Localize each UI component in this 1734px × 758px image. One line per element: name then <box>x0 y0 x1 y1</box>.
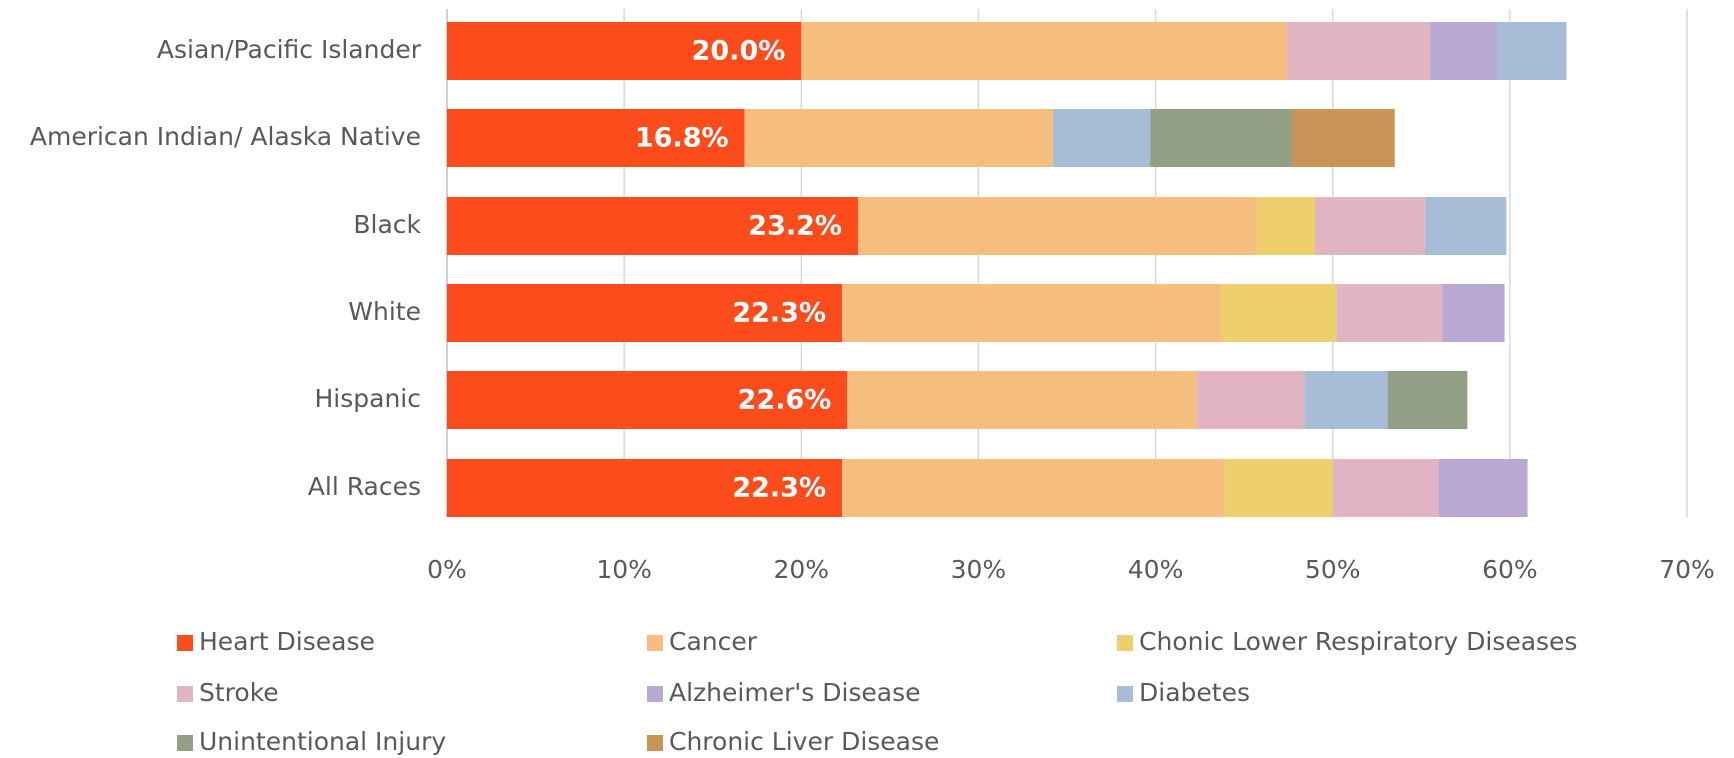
bar-segment <box>842 284 1222 342</box>
bar-segment <box>1424 197 1507 255</box>
bar-segment <box>1224 459 1333 517</box>
x-tick-label: 10% <box>596 555 652 584</box>
legend-label: Diabetes <box>1139 678 1250 707</box>
data-label: 22.3% <box>732 473 826 504</box>
x-tick-label: 60% <box>1482 555 1538 584</box>
legend-swatch <box>1117 686 1133 702</box>
bar-segment <box>744 109 1053 167</box>
bar-segment <box>1221 284 1337 342</box>
y-tick-label: Hispanic <box>315 384 422 413</box>
legend-swatch <box>177 635 193 651</box>
legend-label: Stroke <box>199 678 279 707</box>
legend-swatch <box>647 635 663 651</box>
data-label: 22.3% <box>732 298 826 329</box>
y-tick-label: Black <box>353 210 421 239</box>
legend-label: Alzheimer's Disease <box>669 678 921 707</box>
y-tick-label: American Indian/ Alaska Native <box>30 122 421 151</box>
bar-segment <box>1304 371 1388 429</box>
bar-segment <box>842 459 1225 517</box>
bar-segment <box>801 22 1287 80</box>
bar-segment <box>447 371 848 429</box>
bar-segment <box>447 459 843 517</box>
bar-segment <box>1336 284 1443 342</box>
legend-swatch <box>1117 635 1133 651</box>
bar-segment <box>1196 371 1305 429</box>
bar-segment <box>1497 22 1567 80</box>
legend-swatch <box>177 686 193 702</box>
y-tick-label: Asian/Pacific Islander <box>157 35 422 64</box>
bar-segment <box>1442 284 1505 342</box>
legend-swatch <box>647 686 663 702</box>
bar-segment <box>1387 371 1468 429</box>
legend-label: Chonic Lower Respiratory Diseases <box>1139 627 1577 656</box>
data-label: 22.6% <box>738 385 832 416</box>
x-tick-label: 40% <box>1128 555 1184 584</box>
legend-swatch <box>647 735 663 751</box>
bar-segment <box>1439 459 1528 517</box>
y-tick-label: All Races <box>308 472 421 501</box>
bar-segment <box>1332 459 1439 517</box>
bar-segment <box>1291 109 1395 167</box>
x-tick-label: 70% <box>1659 555 1715 584</box>
legend-label: Chronic Liver Disease <box>669 727 939 756</box>
bar-segment <box>1052 109 1151 167</box>
bar-segment <box>1315 197 1425 255</box>
x-tick-label: 50% <box>1305 555 1361 584</box>
legend-label: Unintentional Injury <box>199 727 446 756</box>
x-tick-label: 0% <box>427 555 467 584</box>
bar-segment <box>447 22 802 80</box>
data-label: 16.8% <box>635 123 729 154</box>
bar-segment <box>447 109 745 167</box>
bar-segment <box>857 197 1257 255</box>
x-tick-label: 30% <box>951 555 1007 584</box>
bar-segment <box>1286 22 1431 80</box>
x-tick-label: 20% <box>773 555 829 584</box>
y-tick-label: White <box>348 297 421 326</box>
bar-segment <box>447 284 843 342</box>
bar-segment <box>1150 109 1292 167</box>
legend-label: Cancer <box>669 627 758 656</box>
bar-segment <box>1430 22 1498 80</box>
legend-label: Heart Disease <box>199 627 375 656</box>
legend-swatch <box>177 735 193 751</box>
bar-segment <box>447 197 858 255</box>
bar-segment <box>847 371 1197 429</box>
data-label: 20.0% <box>692 36 786 67</box>
bar-segment <box>1256 197 1315 255</box>
data-label: 23.2% <box>748 211 842 242</box>
